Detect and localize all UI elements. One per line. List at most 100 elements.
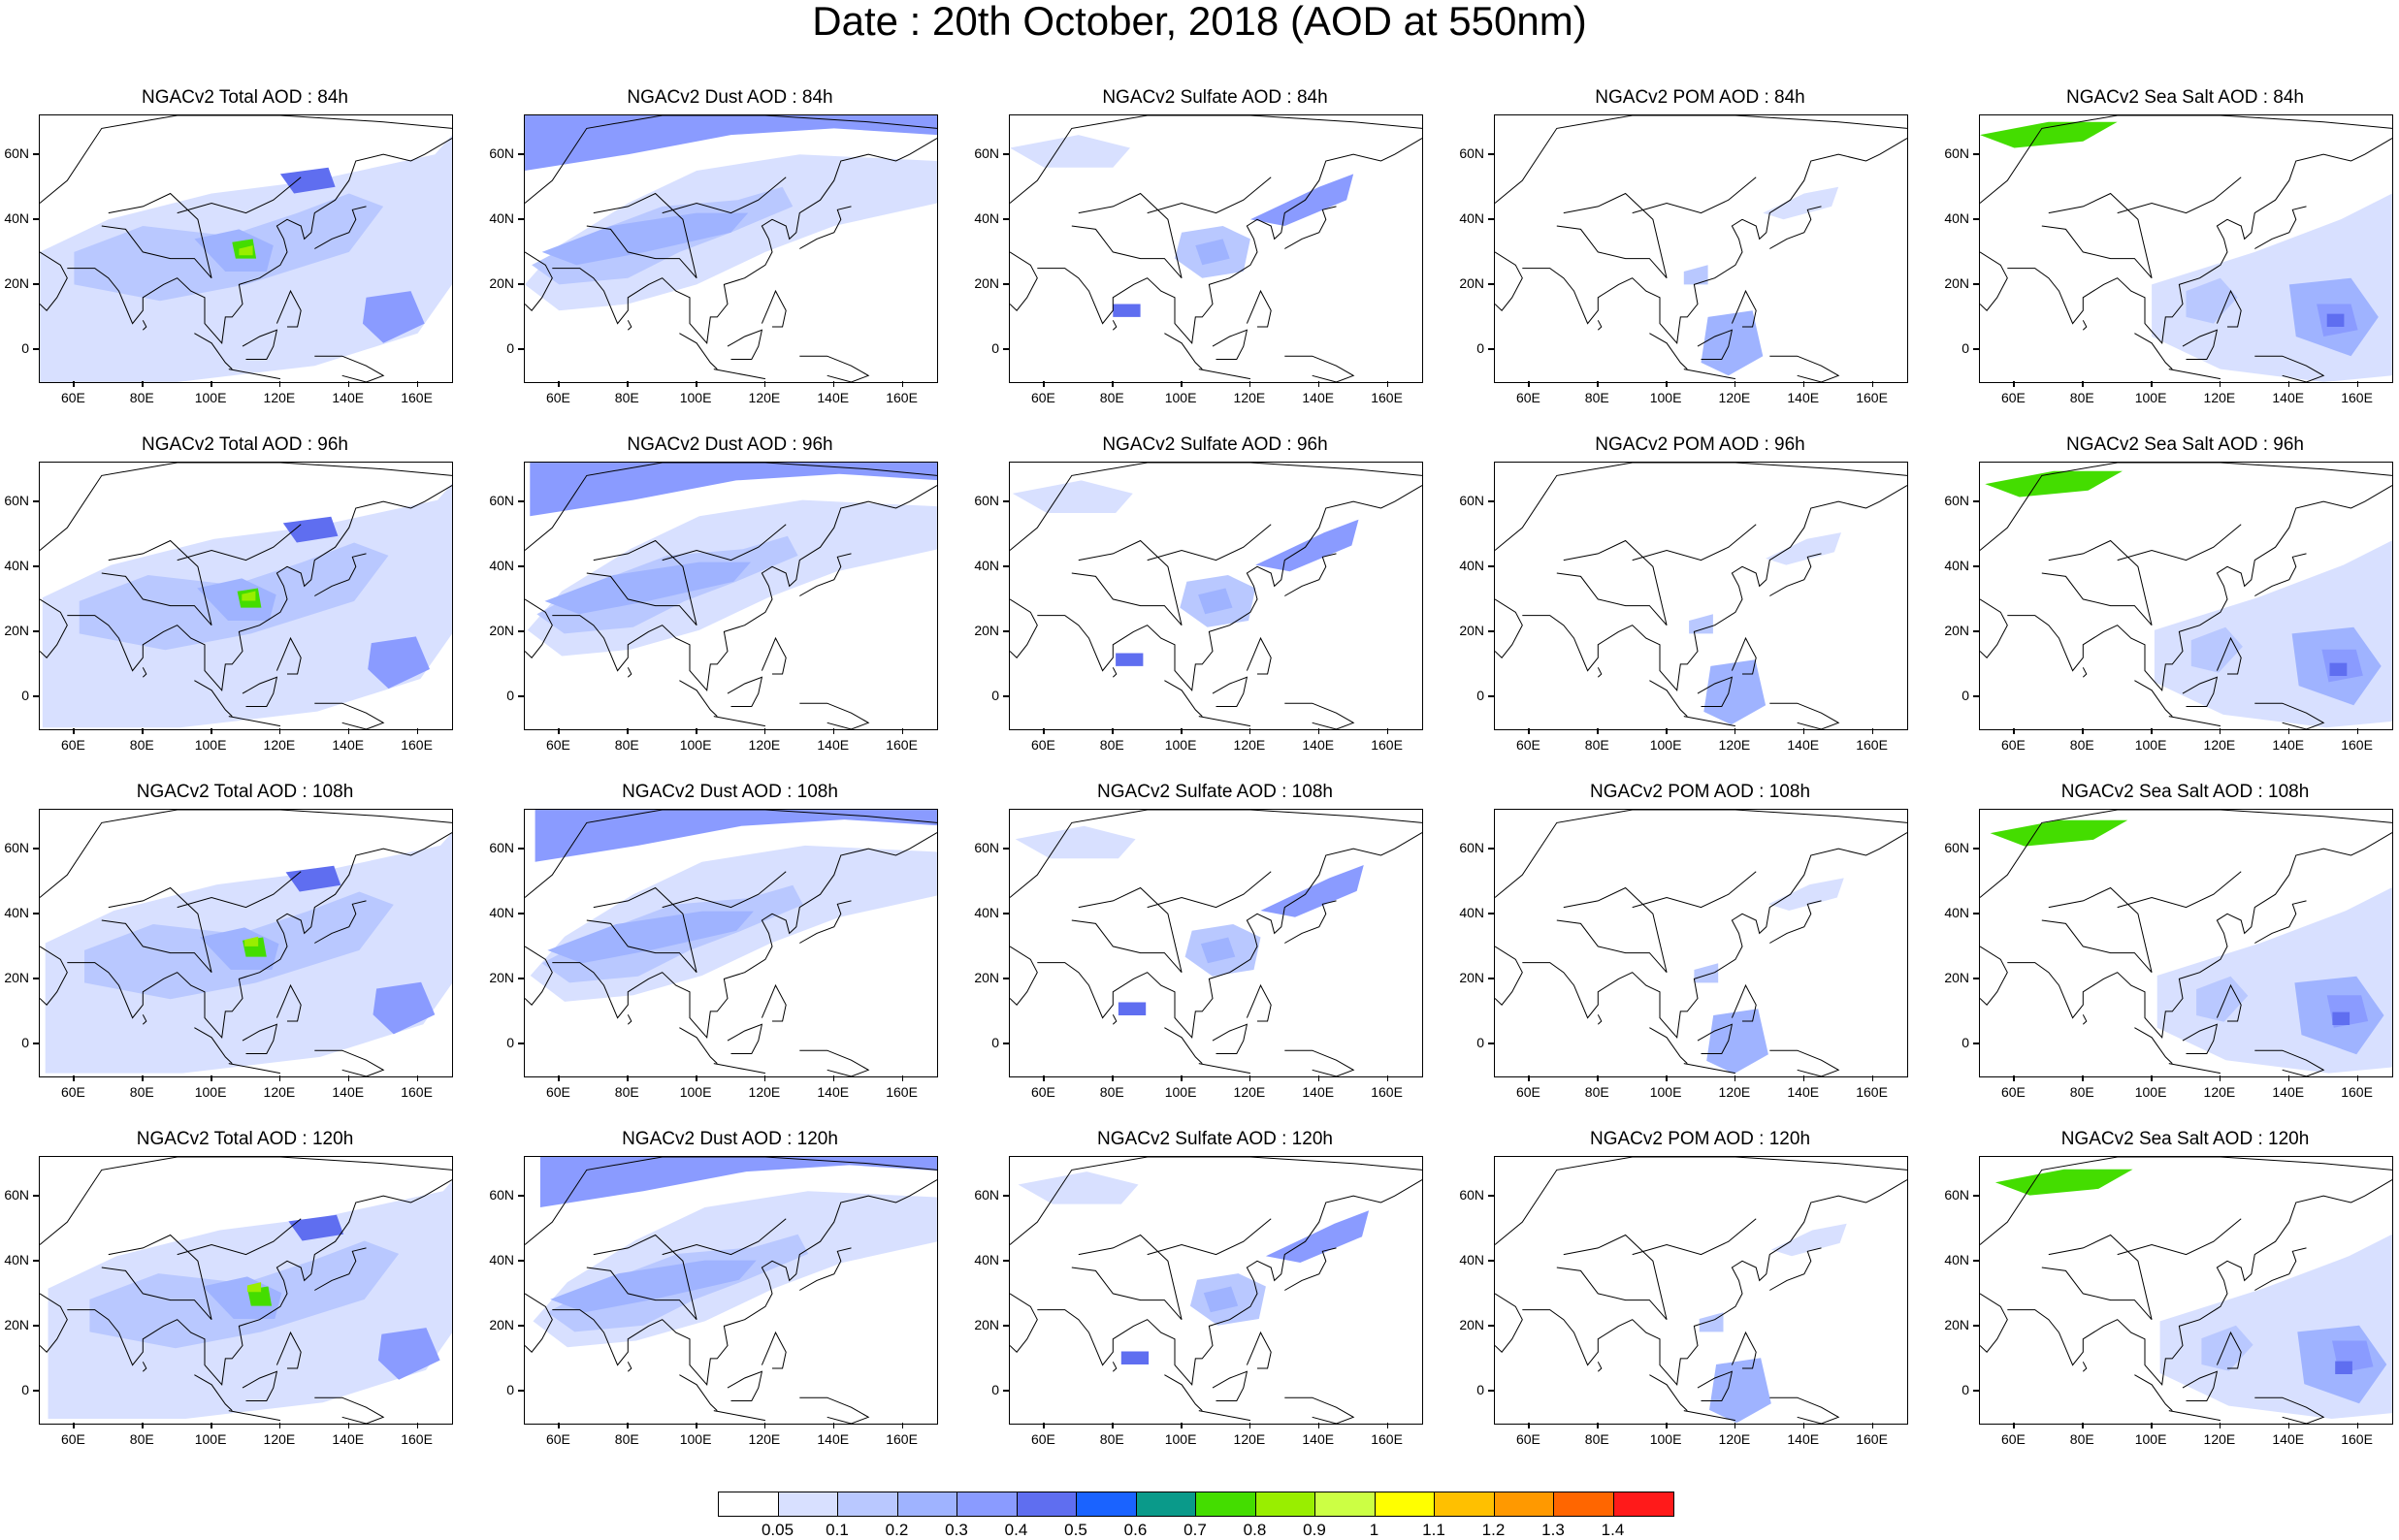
longitude-label: 140E xyxy=(1787,390,1820,405)
aod-plume xyxy=(541,212,749,266)
coastline xyxy=(1198,1410,1250,1422)
longitude-tick xyxy=(1734,728,1736,734)
latitude-label: 40N xyxy=(974,905,999,921)
coastline xyxy=(1683,1063,1735,1075)
longitude-label: 160E xyxy=(1856,1084,1888,1100)
colorbar xyxy=(718,1492,1674,1517)
latitude-tick xyxy=(1973,1260,1979,1262)
map-panel-sulfate-84h: NGACv2 Sulfate AOD : 84h 60N 40N 20N 0 60E 80E… xyxy=(970,87,1455,422)
latitude-tick xyxy=(1488,848,1494,850)
coastline xyxy=(1495,1157,1907,1245)
coastline xyxy=(314,206,367,249)
latitude-label: 40N xyxy=(489,210,514,227)
latitude-tick xyxy=(1003,500,1009,502)
longitude-tick xyxy=(1597,1075,1599,1081)
longitude-tick xyxy=(2356,728,2359,734)
coastline xyxy=(1212,676,1248,707)
latitude-label: 60N xyxy=(1944,493,1969,509)
coastline xyxy=(525,946,553,1006)
coastline xyxy=(2041,539,2153,626)
longitude-tick xyxy=(2151,1423,2153,1428)
latitude-label: 20N xyxy=(1459,623,1484,639)
longitude-tick xyxy=(1528,1423,1530,1428)
longitude-label: 80E xyxy=(2069,1431,2094,1447)
colorbar-label: 1.2 xyxy=(1481,1521,1506,1539)
longitude-label: 80E xyxy=(129,1431,154,1447)
coastline xyxy=(2216,636,2242,675)
longitude-label: 120E xyxy=(1718,1084,1751,1100)
coastline xyxy=(713,1063,765,1075)
longitude-tick xyxy=(1112,728,1114,734)
coastline xyxy=(799,900,852,944)
longitude-tick xyxy=(2082,1423,2084,1428)
map-panel-sulfate-108h: NGACv2 Sulfate AOD : 108h 60N 40N 20N 0 60E 80… xyxy=(970,782,1455,1116)
longitude-label: 100E xyxy=(1164,390,1197,405)
longitude-tick xyxy=(1734,1423,1736,1428)
longitude-label: 60E xyxy=(2000,737,2026,753)
coastline xyxy=(1212,1023,1248,1054)
map-plot xyxy=(1494,462,1908,730)
panel-title: NGACv2 POM AOD : 96h xyxy=(1595,434,1805,455)
coastline xyxy=(101,1234,212,1321)
longitude-label: 100E xyxy=(1649,1084,1682,1100)
latitude-tick xyxy=(1003,1390,1009,1392)
latitude-label: 0 xyxy=(506,340,514,357)
coastline xyxy=(2007,832,2392,1039)
longitude-tick xyxy=(1317,728,1320,734)
coastline xyxy=(276,289,302,328)
longitude-tick xyxy=(73,728,75,734)
coastline xyxy=(1731,636,1757,675)
latitude-tick xyxy=(33,283,39,285)
aod-plume xyxy=(279,167,336,194)
coastline xyxy=(2254,1396,2325,1424)
aod-plume xyxy=(2201,1325,2253,1371)
longitude-label: 80E xyxy=(614,1431,639,1447)
longitude-label: 60E xyxy=(60,1431,85,1447)
longitude-label: 160E xyxy=(886,390,918,405)
coastline xyxy=(525,1157,937,1245)
longitude-label: 80E xyxy=(1099,390,1124,405)
latitude-tick xyxy=(518,1260,524,1262)
coastline xyxy=(1597,1014,1603,1025)
coastline xyxy=(40,463,452,551)
longitude-tick xyxy=(1802,1075,1805,1081)
latitude-label: 60N xyxy=(489,145,514,162)
coastline xyxy=(1980,251,2008,311)
coastline xyxy=(242,1370,278,1401)
coastline xyxy=(2134,680,2173,717)
coastline xyxy=(67,1179,452,1386)
coastline xyxy=(1010,1293,1038,1353)
aod-plume xyxy=(1766,532,1841,565)
latitude-label: 40N xyxy=(1459,210,1484,227)
map-panel-pom-120h: NGACv2 POM AOD : 120h 60N 40N 20N 0 60E 80E 100… xyxy=(1455,1129,1940,1463)
coastline xyxy=(1495,598,1523,658)
coastline xyxy=(1071,1234,1183,1321)
map-plot xyxy=(1494,1156,1908,1425)
map-plot xyxy=(1009,1156,1423,1425)
latitude-tick xyxy=(1973,283,1979,285)
longitude-label: 60E xyxy=(1515,1431,1540,1447)
longitude-label: 120E xyxy=(748,737,781,753)
latitude-label: 60N xyxy=(1459,1187,1484,1203)
panel-title: NGACv2 Sulfate AOD : 96h xyxy=(1102,434,1328,455)
aod-plume xyxy=(1994,1169,2133,1196)
latitude-label: 60N xyxy=(489,840,514,856)
coastline xyxy=(40,810,452,898)
latitude-tick xyxy=(1973,565,1979,567)
longitude-tick xyxy=(2082,381,2084,387)
aod-plume xyxy=(1018,1171,1139,1204)
latitude-label: 60N xyxy=(489,493,514,509)
panel-title: NGACv2 POM AOD : 108h xyxy=(1589,782,1811,802)
coastline xyxy=(727,676,763,707)
coastline xyxy=(2082,1362,2088,1372)
longitude-tick xyxy=(1112,1075,1114,1081)
longitude-tick xyxy=(2287,728,2290,734)
longitude-label: 140E xyxy=(817,737,850,753)
map-plot xyxy=(1979,809,2393,1077)
latitude-tick xyxy=(1488,283,1494,285)
coastline xyxy=(2254,206,2307,249)
coastline xyxy=(1164,1027,1203,1064)
latitude-label: 20N xyxy=(974,1317,999,1333)
longitude-label: 160E xyxy=(1371,1084,1403,1100)
